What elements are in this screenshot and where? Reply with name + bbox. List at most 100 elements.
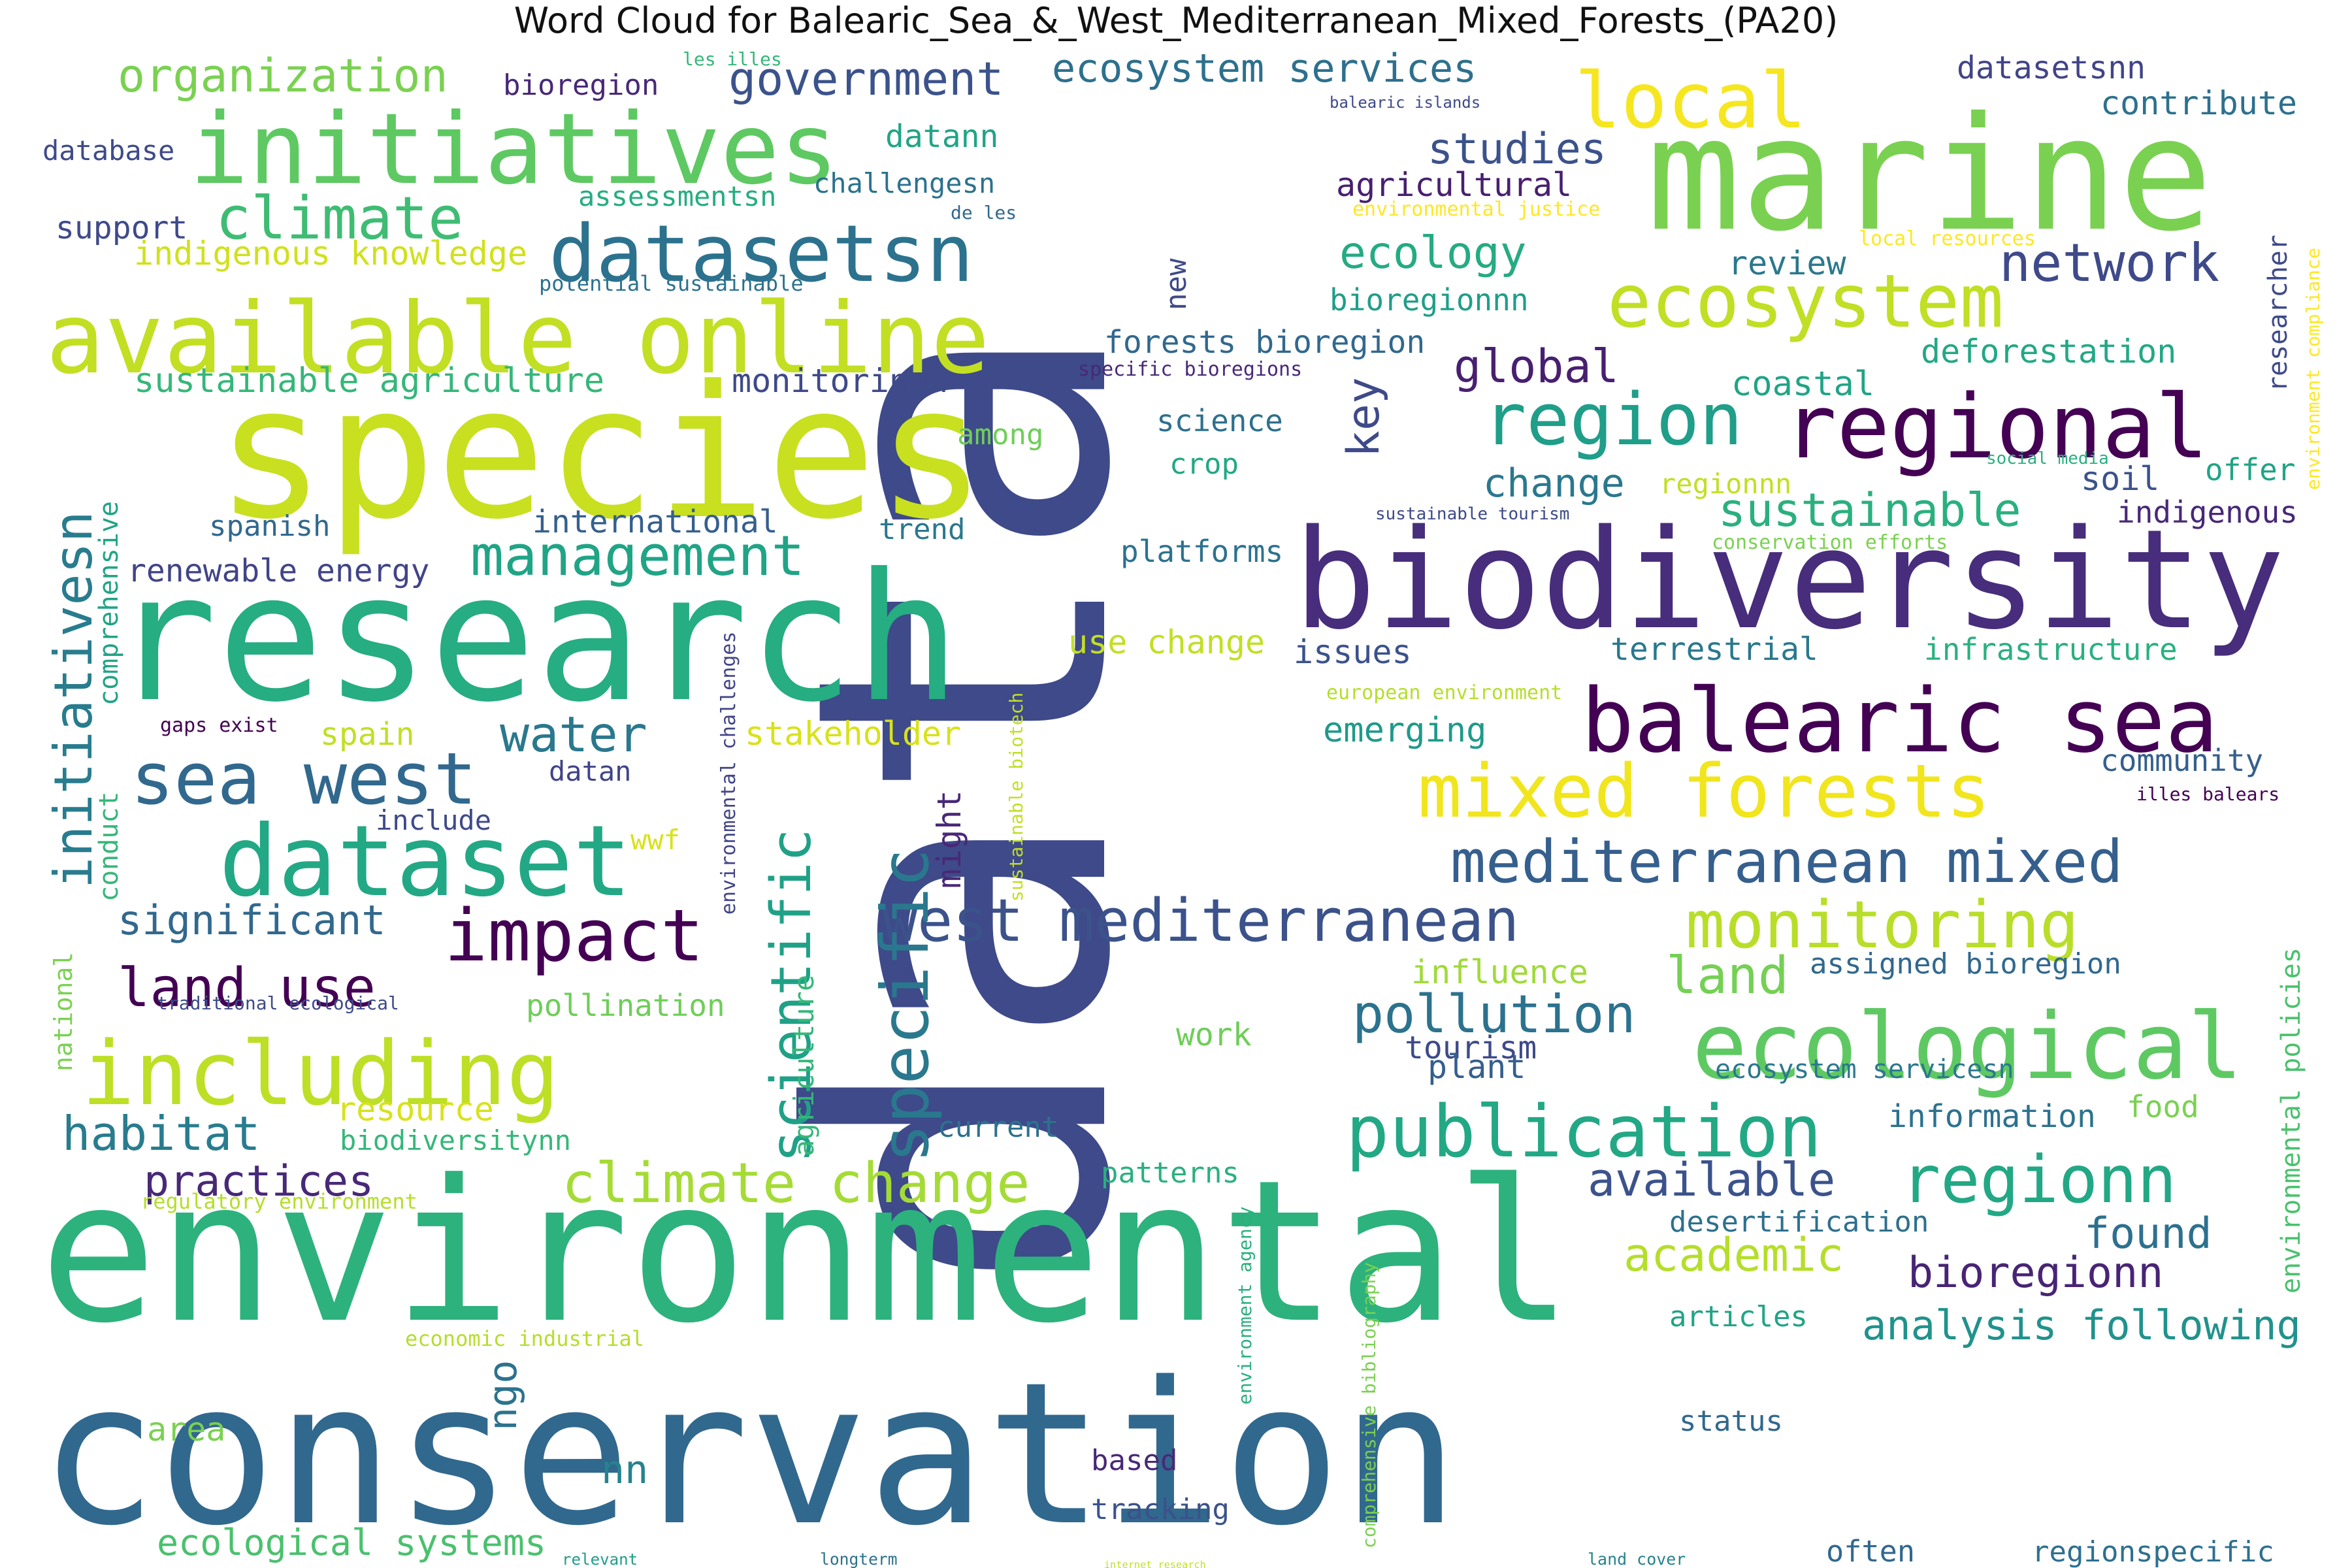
word-internet-research: internet research: [1104, 1559, 1206, 1568]
word-ecosystem-services: ecosystem services: [1052, 46, 1477, 91]
word-specific: specific: [867, 848, 943, 1163]
word-ecological-systems: ecological systems: [157, 1522, 546, 1563]
word-land-cover: land cover: [1588, 1550, 1686, 1568]
word-global: global: [1454, 340, 1619, 393]
word-monitoring: monitoring: [1686, 887, 2079, 963]
word-ecology: ecology: [1339, 227, 1527, 279]
word-datasetsnn: datasetsnn: [1957, 50, 2146, 86]
word-crop: crop: [1169, 448, 1239, 481]
word-ecological: ecological: [1692, 994, 2243, 1100]
word-community: community: [2100, 743, 2263, 778]
word-region: region: [1483, 378, 1742, 461]
word-practices: practices: [144, 1157, 374, 1206]
word-work: work: [1176, 1017, 1252, 1053]
word-balearic-islands: balearic islands: [1330, 93, 1480, 112]
word-traditional-ecological: traditional ecological: [157, 992, 399, 1014]
word-might: might: [930, 790, 968, 889]
word-economic-industrial: economic industrial: [405, 1326, 644, 1351]
word-food: food: [2127, 1089, 2199, 1124]
word-key: key: [1338, 377, 1390, 457]
word-habitat: habitat: [62, 1106, 260, 1161]
word-social-media: social media: [1986, 449, 2109, 468]
word-network: network: [1999, 233, 2219, 293]
word-illes-balears: illes balears: [2136, 783, 2279, 805]
word-environmental-policies: environmental policies: [2276, 947, 2306, 1294]
word-climate: climate: [216, 184, 463, 253]
word-renewable-energy: renewable energy: [127, 553, 429, 589]
word-european-environment: european environment: [1326, 681, 1562, 704]
word-available-online: available online: [46, 282, 990, 396]
word-review: review: [1728, 244, 1847, 282]
word-change: change: [1483, 461, 1625, 506]
word-spanish: spanish: [209, 510, 330, 543]
word-regionspecific: regionspecific: [2032, 1535, 2274, 1568]
word-include: include: [376, 804, 491, 836]
word-soil: soil: [2081, 460, 2159, 498]
word-sustainable-tourism: sustainable tourism: [1375, 504, 1569, 524]
word-specific-bioregions: specific bioregions: [1078, 358, 1302, 381]
word-balearic-sea: balearic sea: [1581, 670, 2218, 772]
word-sustainable: sustainable: [1718, 483, 2021, 537]
word-ecosystem-servicesn: ecosystem servicesn: [1715, 1054, 2014, 1085]
word-patterns: patterns: [1101, 1156, 1239, 1190]
word-assigned-bioregion: assigned bioregion: [1810, 947, 2121, 981]
word-often: often: [1826, 1534, 1915, 1568]
word-monitoringn: monitoringn: [732, 362, 948, 400]
word-relevant: relevant: [562, 1550, 638, 1568]
word-tracking: tracking: [1091, 1493, 1230, 1526]
word-ngo: ngo: [480, 1360, 526, 1431]
word-wwf: wwf: [630, 824, 680, 856]
word-les-illes: les illes: [683, 48, 782, 70]
word-academic: academic: [1624, 1228, 1844, 1282]
word-found: found: [2084, 1209, 2212, 1258]
word-government: government: [728, 52, 1004, 106]
word-initiativesn: initiativesn: [43, 511, 104, 889]
word-environmental: environmental: [39, 1138, 1573, 1366]
word-significant: significant: [118, 896, 386, 944]
word-datan: datan: [549, 755, 631, 787]
word-forests-bioregion: forests bioregion: [1104, 324, 1425, 361]
word-agriculture: agriculture: [788, 975, 820, 1156]
word-issues: issues: [1294, 633, 1412, 671]
word-dataset: dataset: [219, 805, 632, 919]
word-coastal: coastal: [1731, 365, 1874, 404]
word-national: national: [49, 952, 78, 1071]
word-available: available: [1588, 1153, 1835, 1207]
word-status: status: [1679, 1405, 1783, 1438]
word-marine: marine: [1646, 83, 2213, 266]
word-pollution: pollution: [1352, 984, 1635, 1045]
word-use-change: use change: [1068, 623, 1265, 661]
word-bioregionnn: bioregionnn: [1330, 282, 1529, 318]
word-regionn: regionn: [1901, 1141, 2176, 1218]
word-land: land: [1666, 947, 1789, 1005]
word-environment-compliance: environment compliance: [2302, 248, 2324, 490]
word-analysis-following: analysis following: [1862, 1301, 2301, 1349]
word-gaps-exist: gaps exist: [160, 714, 278, 737]
word-potential-sustainable: potential sustainable: [539, 271, 804, 296]
word-resource: resource: [336, 1090, 494, 1128]
word-biodiversity: biodiversity: [1294, 500, 2285, 660]
word-west-mediterranean: west mediterranean: [882, 887, 1519, 955]
word-platforms: platforms: [1120, 534, 1283, 569]
figure-title: Word Cloud for Balearic_Sea_&_West_Medit…: [514, 0, 1838, 41]
word-among: among: [957, 418, 1043, 451]
word-climate-change: climate change: [562, 1151, 1030, 1216]
word-new: new: [1160, 258, 1193, 310]
word-tourism: tourism: [1405, 1030, 1537, 1066]
word-desertification: desertification: [1669, 1205, 1929, 1239]
word-mixed-forests: mixed forests: [1418, 749, 1991, 834]
word-terrestrial: terrestrial: [1610, 631, 1818, 668]
word-longterm: longterm: [820, 1550, 898, 1568]
word-publication: publication: [1346, 1090, 1821, 1173]
word-indigenous-knowledge: indigenous knowledge: [134, 235, 527, 272]
word-data: data: [729, 318, 1200, 1294]
word-researcher: researcher: [2263, 235, 2293, 392]
word-environmental-justice: environmental justice: [1352, 198, 1600, 221]
word-conduct: conduct: [94, 791, 124, 902]
word-local-resources: local resources: [1859, 227, 2036, 250]
word-stakeholder: stakeholder: [745, 715, 961, 753]
word-offer: offer: [2205, 452, 2295, 487]
word-species: species: [216, 347, 987, 560]
